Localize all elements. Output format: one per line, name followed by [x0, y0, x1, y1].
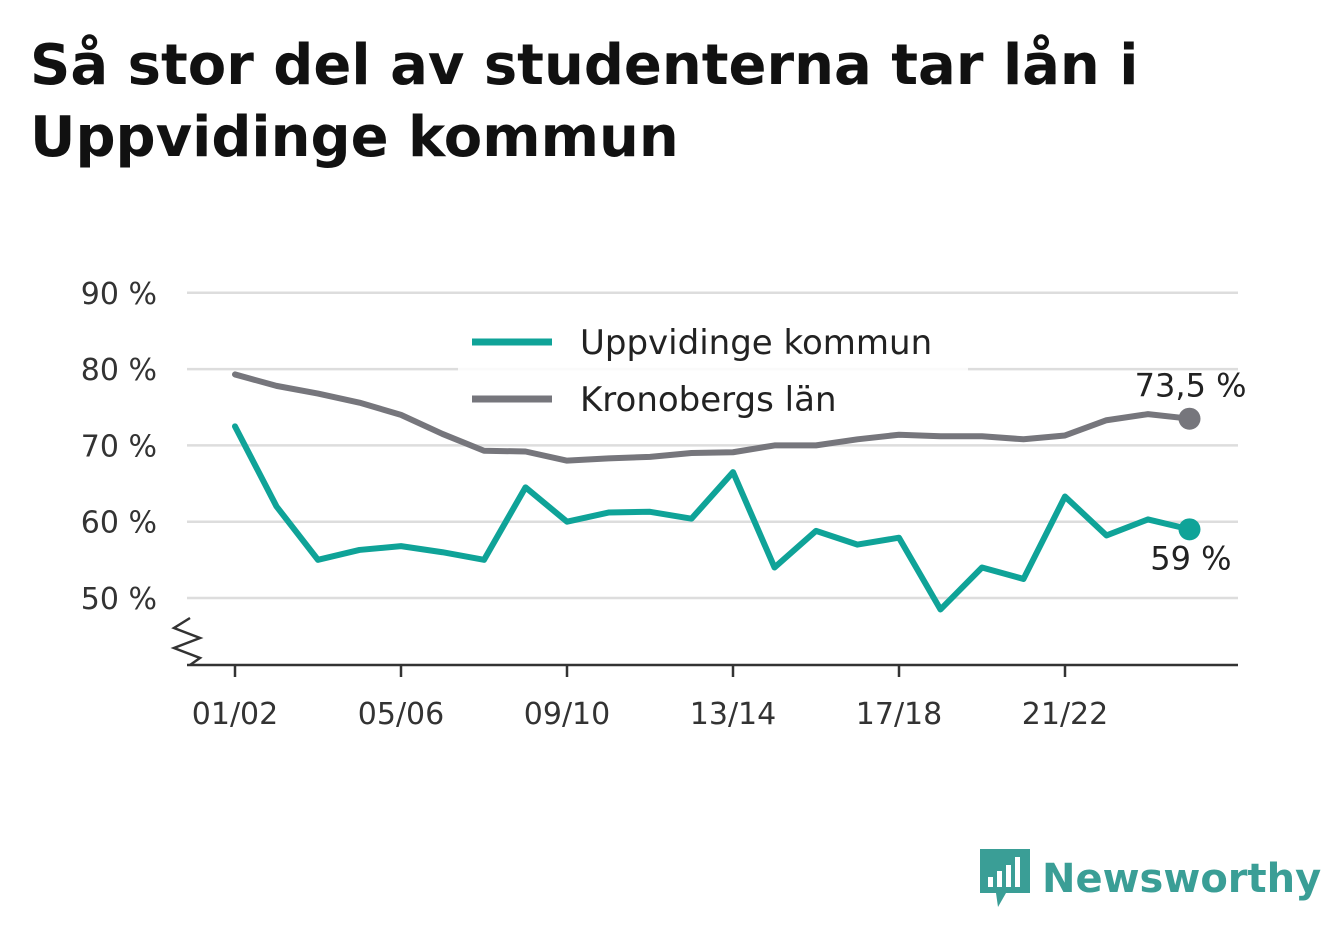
- y-tick-label: 50 %: [81, 582, 157, 617]
- y-tick-label: 90 %: [81, 277, 157, 312]
- series-line-uppvidinge: [232, 423, 1193, 613]
- grid-lines: [187, 291, 1238, 600]
- series-line-kronoberg: [232, 371, 1193, 464]
- newsworthy-chart-icon: [980, 849, 1030, 907]
- y-axis-ticks: 50 % 60 % 70 % 80 % 90 %: [81, 277, 157, 617]
- x-tick-label: 17/18: [856, 697, 942, 732]
- end-label-kronoberg: 73,5 %: [1135, 367, 1247, 405]
- x-tick-label: 09/10: [524, 697, 610, 732]
- series-lines: [232, 371, 1201, 613]
- y-tick-label: 70 %: [81, 429, 157, 464]
- x-axis: [170, 616, 1238, 667]
- end-labels: 59 % 73,5 %: [1135, 367, 1247, 578]
- x-tick-label: 13/14: [690, 697, 776, 732]
- series-end-point: [1178, 407, 1201, 430]
- legend-label: Uppvidinge kommun: [580, 323, 932, 363]
- x-tick-label: 05/06: [358, 697, 444, 732]
- logo-text: Newsworthy: [1042, 856, 1322, 902]
- legend-label: Kronobergs län: [580, 380, 837, 420]
- y-tick-label: 60 %: [81, 506, 157, 541]
- legend: Uppvidinge kommun Kronobergs län: [458, 318, 968, 430]
- end-label-uppvidinge: 59 %: [1150, 539, 1231, 577]
- y-tick-label: 80 %: [81, 353, 157, 388]
- series-end-point: [1178, 518, 1201, 541]
- newsworthy-logo: Newsworthy: [980, 848, 1321, 910]
- x-tick-label: 21/22: [1022, 697, 1108, 732]
- x-tick-label: 01/02: [192, 697, 278, 732]
- legend-background: [458, 318, 968, 430]
- y-axis-break: [170, 616, 204, 667]
- x-axis-ticks: 01/02 05/06 09/10 13/14 17/18 21/22: [192, 665, 1108, 732]
- chart-title: Så stor del av studenterna tar lån i Upp…: [30, 33, 1139, 170]
